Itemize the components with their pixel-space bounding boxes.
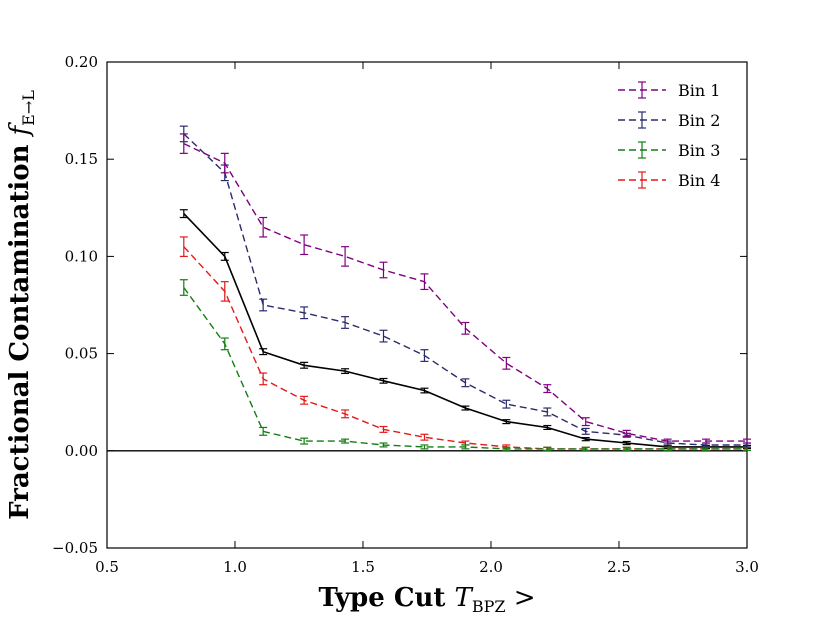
series-bin-4: [179, 236, 751, 452]
x-axis-title-tail: >: [505, 583, 535, 613]
y-axis-title-sub: E→L: [19, 90, 38, 126]
y-axis-title: Fractional Contamination fE→L: [5, 90, 38, 520]
x-tick-label: 3.0: [735, 558, 759, 576]
x-tick-label: 2.5: [607, 558, 631, 576]
series-line: [183, 142, 747, 442]
legend-label: Bin 4: [678, 171, 720, 190]
legend-entry: Bin 2: [618, 111, 720, 130]
y-tick-label: 0.00: [65, 442, 98, 460]
x-axis-title-main: Type Cut: [318, 583, 454, 613]
x-tick-label: 1.5: [351, 558, 375, 576]
x-tick-label: 1.0: [223, 558, 247, 576]
y-tick-label: 0.15: [65, 150, 98, 168]
y-tick-label: 0.10: [65, 247, 98, 265]
y-tick-label: −0.05: [52, 539, 98, 557]
legend-entry: Bin 4: [618, 171, 720, 190]
series-bin-3: [179, 279, 751, 452]
x-axis-title-sub: BPZ: [472, 597, 506, 616]
legend-label: Bin 1: [678, 81, 720, 100]
x-axis-title: Type Cut TBPZ >: [318, 583, 535, 616]
series-bin-2: [179, 125, 751, 448]
x-tick-label: 0.5: [95, 558, 119, 576]
plot-frame: [106, 61, 748, 549]
legend-label: Bin 2: [678, 111, 720, 130]
y-tick-label: 0.05: [65, 345, 98, 363]
x-axis-title-math: T: [454, 583, 473, 613]
y-axis-title-main: Fractional Contamination: [5, 135, 35, 519]
series-line: [183, 287, 747, 450]
series-bin-1: [179, 133, 751, 444]
series-line: [183, 246, 747, 450]
x-tick-label: 2.0: [479, 558, 503, 576]
legend-entry: Bin 1: [618, 81, 720, 100]
legend-entry: Bin 3: [618, 141, 720, 160]
y-tick-label: 0.20: [65, 53, 98, 71]
legend-label: Bin 3: [678, 141, 720, 160]
